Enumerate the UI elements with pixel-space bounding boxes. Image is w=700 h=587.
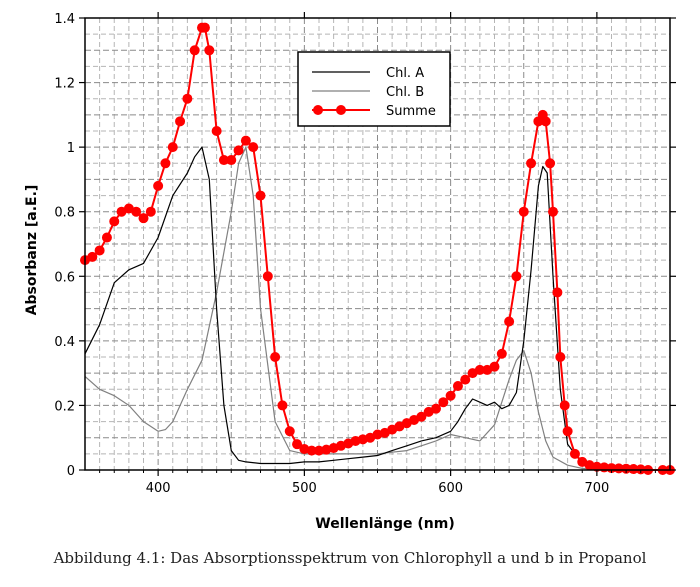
summe-data-point	[548, 206, 558, 217]
summe-data-point	[87, 251, 98, 262]
summe-data-point	[204, 45, 215, 56]
summe-data-point	[438, 397, 449, 408]
x-tick-label: 500	[292, 481, 317, 496]
summe-data-point	[233, 145, 244, 156]
summe-data-point	[552, 287, 563, 298]
summe-data-point	[211, 126, 222, 136]
x-axis-label: Wellenlänge (nm)	[315, 516, 454, 532]
summe-data-point	[445, 390, 456, 401]
legend-marker	[313, 105, 323, 115]
summe-data-point	[101, 232, 112, 243]
series-line-chl-b	[84, 146, 641, 471]
summe-data-point	[496, 348, 507, 359]
summe-data-point	[240, 135, 251, 146]
summe-data-point	[218, 155, 229, 166]
axis-ticks: 400 500 600 700 0 0.2 0.4 0.6 0.8 1 1.2 1.4	[54, 12, 676, 496]
summe-data-point	[452, 381, 463, 392]
legend-label: Summe	[386, 104, 436, 119]
y-tick-label: 0.8	[54, 206, 75, 221]
summe-data-point	[555, 352, 566, 362]
summe-data-point	[160, 158, 171, 169]
summe-data-point	[314, 445, 324, 456]
y-tick-label: 0.6	[54, 270, 75, 285]
summe-data-point	[518, 206, 529, 217]
summe-data-point	[270, 352, 281, 362]
summe-data-point	[199, 22, 210, 33]
summe-data-point	[474, 364, 485, 375]
summe-data-point	[138, 213, 149, 224]
legend: Chl. A Chl. B Summe	[297, 51, 451, 127]
summe-data-point	[621, 463, 632, 474]
x-tick-label: 600	[438, 481, 463, 496]
summe-data-point	[153, 180, 164, 191]
summe-data-point	[504, 316, 515, 327]
summe-data-point	[562, 426, 573, 437]
summe-data-point	[145, 206, 156, 217]
legend-marker	[336, 105, 346, 115]
summe-data-point	[248, 142, 259, 153]
summe-data-point	[526, 158, 537, 169]
summe-data-point	[175, 116, 186, 127]
summe-data-point	[284, 426, 295, 437]
y-tick-label: 1.2	[54, 77, 75, 92]
y-tick-label: 1.4	[54, 12, 75, 27]
summe-data-point	[416, 411, 427, 422]
legend-label: Chl. B	[386, 85, 424, 100]
summe-data-point	[109, 216, 120, 227]
summe-data-point	[262, 271, 273, 282]
summe-data-point	[277, 400, 288, 411]
summe-data-point	[545, 158, 556, 169]
series-line-chl-a	[84, 146, 641, 471]
summe-data-point	[255, 190, 266, 201]
summe-data-point	[511, 271, 522, 282]
summe-data-point	[569, 448, 580, 459]
summe-data-point	[226, 155, 237, 166]
x-tick-label: 400	[146, 481, 171, 496]
summe-data-point	[489, 361, 500, 372]
summe-data-point	[167, 142, 178, 153]
summe-data-point	[540, 116, 551, 127]
summe-data-point	[182, 93, 193, 104]
summe-data-point	[306, 445, 317, 456]
summe-data-point	[613, 463, 624, 474]
legend-box	[297, 51, 451, 127]
y-axis-label: Absorbanz [a.E.]	[24, 185, 40, 316]
y-tick-label: 0.4	[54, 335, 75, 350]
summe-data-point	[559, 400, 570, 411]
summe-data-point	[431, 403, 441, 414]
y-tick-label: 0.2	[54, 399, 75, 414]
legend-label: Chl. A	[386, 66, 424, 81]
summe-data-point	[131, 206, 142, 217]
y-tick-label: 0	[67, 464, 75, 479]
summe-data-point	[460, 374, 471, 385]
summe-data-point	[628, 464, 639, 475]
summe-data-point	[189, 45, 200, 56]
summe-data-point	[94, 245, 105, 256]
x-tick-label: 700	[584, 481, 609, 496]
figure-caption: Abbildung 4.1: Das Absorptionsspektrum v…	[53, 549, 647, 567]
summe-data-point	[292, 439, 303, 450]
y-tick-label: 1	[67, 141, 75, 156]
